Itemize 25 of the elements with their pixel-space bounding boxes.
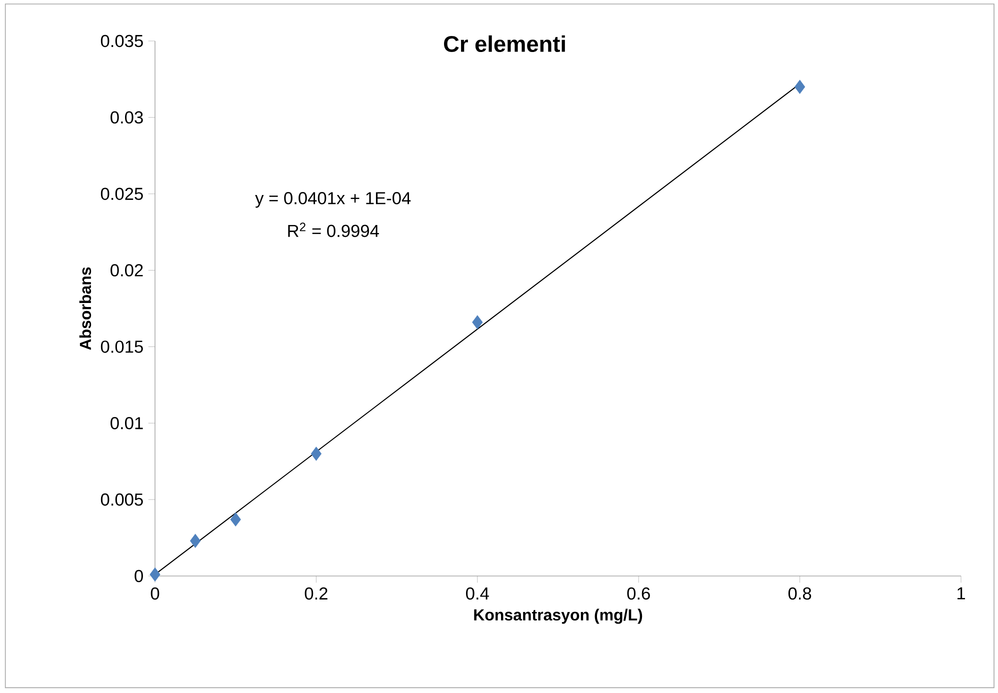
annotation: y = 0.0401x + 1E-04 — [255, 192, 411, 208]
x-tick-label: 1 — [958, 587, 965, 600]
point — [794, 80, 806, 94]
y-tick-label: 0 — [134, 570, 143, 582]
annotation: R$^{2}$ = 0.9994 — [288, 222, 379, 238]
y-tick-label: 0.03 — [110, 111, 143, 124]
y-tick-label: 0.025 — [100, 188, 143, 200]
x-tick-label: 0.8 — [788, 587, 812, 600]
x-tick-label: 0 — [150, 587, 160, 600]
point — [190, 534, 201, 548]
point — [310, 446, 322, 461]
y-tick-label: 0.035 — [100, 34, 143, 48]
x-tick-label: 0.6 — [627, 587, 650, 600]
y-tick-label: 0.005 — [100, 493, 143, 506]
y-tick-label: 0.02 — [110, 264, 143, 276]
point — [150, 568, 160, 582]
x-axis-title: Konsantrasyon (mg/L) — [474, 608, 642, 624]
chart-title: Cr elementi — [444, 35, 565, 52]
point — [230, 512, 241, 526]
point — [472, 315, 483, 330]
y-tick-label: 0.01 — [110, 417, 143, 430]
x-tick-label: 0.2 — [304, 587, 328, 600]
x-tick-label: 0.4 — [466, 587, 489, 600]
y-tick-label: 0.015 — [100, 340, 143, 353]
y-axis-title: Absorbans — [79, 267, 92, 350]
